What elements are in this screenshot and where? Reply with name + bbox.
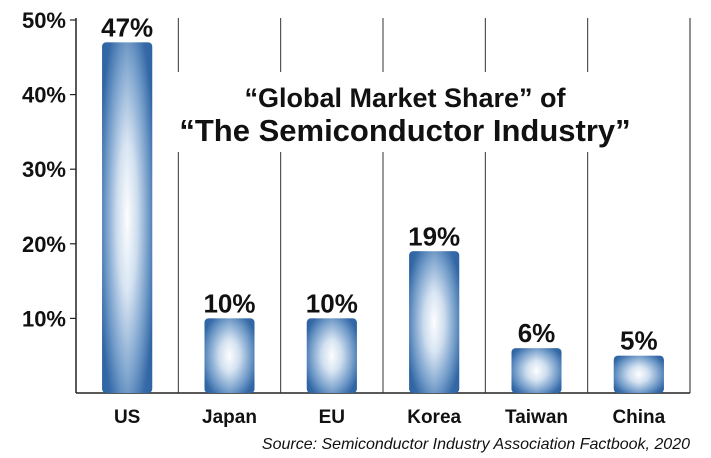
category-label: Taiwan [505, 407, 568, 428]
bar-japan [204, 318, 255, 393]
bar-glow [511, 348, 562, 393]
category-label: Japan [202, 407, 257, 428]
bar-glow [613, 355, 664, 393]
bar-glow [102, 42, 153, 393]
data-label: 47% [101, 12, 153, 42]
data-labels-group: 47% 10% 10% 19% 6% 5% [101, 12, 657, 355]
y-tick-label: 30% [22, 157, 66, 182]
y-tick-label: 10% [22, 306, 66, 331]
category-label: Korea [407, 407, 461, 428]
bar-glow [409, 251, 460, 393]
bar-us [102, 42, 153, 393]
bar-eu [306, 318, 357, 393]
title-line-1: “Global Market Share” of [244, 83, 566, 113]
y-tick-label: 50% [22, 8, 66, 33]
category-labels-group: US Japan EU Korea Taiwan China [114, 407, 666, 428]
data-label: 10% [306, 288, 358, 318]
title-background [175, 72, 635, 152]
y-tick-labels-group: 10% 20% 30% 40% 50% [22, 8, 66, 331]
bar-glow [306, 318, 357, 393]
category-label: China [612, 407, 665, 428]
bar-glow [204, 318, 255, 393]
bar-taiwan [511, 348, 562, 393]
data-label: 6% [518, 318, 556, 348]
source-note: Source: Semiconductor Industry Associati… [262, 436, 690, 453]
category-label: US [114, 407, 140, 428]
data-label: 19% [408, 221, 460, 251]
y-tick-label: 40% [22, 83, 66, 108]
chart-title: “Global Market Share” of “The Semiconduc… [175, 72, 635, 152]
title-line-2: “The Semiconductor Industry” [179, 113, 630, 148]
bar-china [613, 355, 664, 393]
data-label: 10% [203, 288, 255, 318]
y-tick-label: 20% [22, 232, 66, 257]
data-label: 5% [620, 326, 658, 356]
category-label: EU [319, 407, 345, 428]
bars-group [102, 42, 664, 393]
bar-korea [409, 251, 460, 393]
